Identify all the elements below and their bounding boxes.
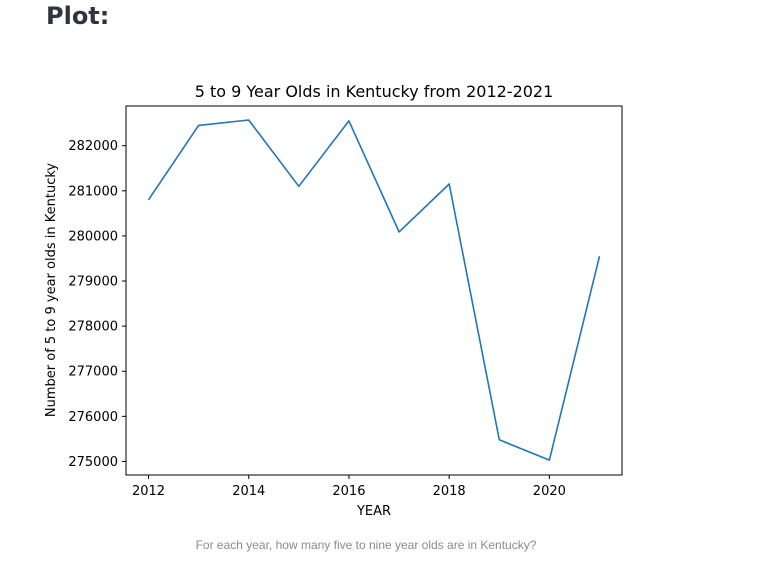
y-tick-label: 276000 (68, 410, 118, 425)
y-tick-label: 279000 (68, 275, 118, 290)
data-point (198, 124, 200, 126)
y-tick-label: 278000 (68, 320, 118, 335)
data-point (598, 255, 600, 257)
chart-title: 5 to 9 Year Olds in Kentucky from 2012-2… (195, 82, 554, 101)
x-tick-label: 2014 (232, 484, 265, 499)
data-point (498, 439, 500, 441)
x-axis: 2012 2014 2016 2018 2020 (132, 475, 566, 499)
x-tick-label: 2012 (132, 484, 165, 499)
data-point (398, 231, 400, 233)
y-axis: 275000 276000 277000 278000 279000 280000 2810… (68, 139, 126, 470)
y-tick-label: 277000 (68, 365, 118, 380)
y-tick-label: 275000 (68, 455, 118, 470)
y-axis-label: Number of 5 to 9 year olds in Kentucky (44, 163, 59, 418)
data-point (148, 199, 150, 201)
x-axis-label: YEAR (356, 504, 391, 519)
y-tick-label: 282000 (68, 139, 118, 154)
data-point (348, 120, 350, 122)
page-heading: Plot: (46, 2, 110, 30)
x-tick-label: 2016 (332, 484, 365, 499)
data-point (548, 459, 550, 461)
series-line (147, 119, 601, 461)
x-tick-label: 2020 (533, 484, 566, 499)
y-tick-label: 280000 (68, 229, 118, 244)
data-points (148, 119, 601, 461)
chart-caption: For each year, how many five to nine yea… (195, 538, 537, 552)
plot-area-frame (125, 105, 623, 476)
data-point (448, 183, 450, 185)
y-tick-label: 281000 (68, 184, 118, 199)
x-tick-label: 2018 (433, 484, 466, 499)
data-point (298, 185, 300, 187)
data-point (248, 119, 250, 121)
